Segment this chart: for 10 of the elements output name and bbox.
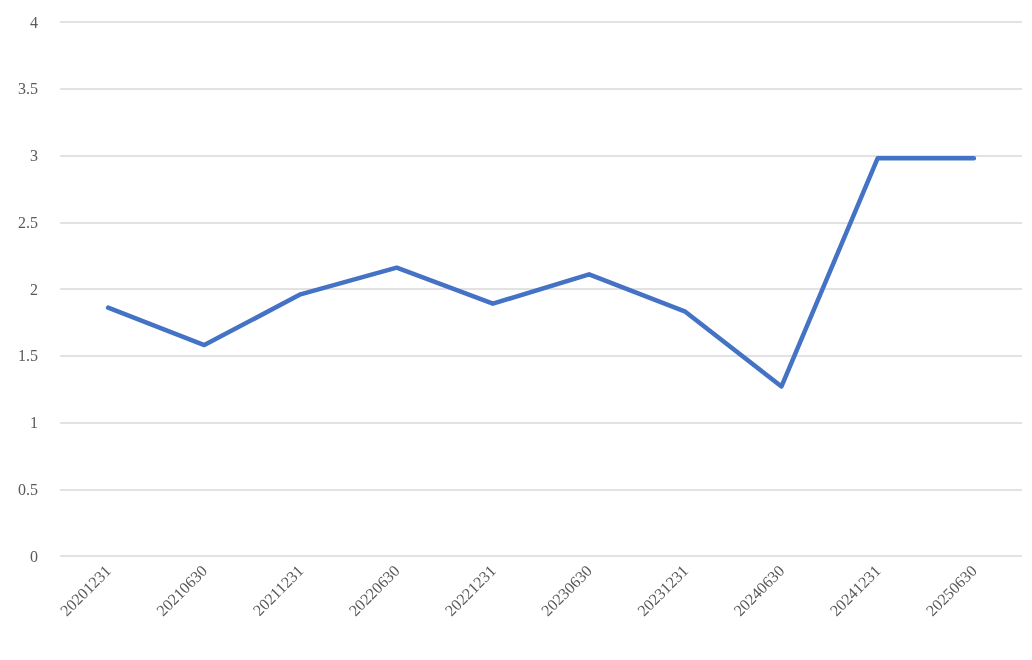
y-tick-label: 2.5 xyxy=(18,213,38,231)
y-tick-label: 3 xyxy=(30,147,38,164)
line-series xyxy=(105,155,977,389)
y-tick-label: 1 xyxy=(30,414,38,431)
y-tick-label: 0.5 xyxy=(18,480,38,498)
y-tick-label: 4 xyxy=(30,13,38,31)
y-tick-label: 2 xyxy=(30,280,38,298)
y-tick-label: 1.5 xyxy=(18,347,38,365)
y-tick-label: 3.5 xyxy=(18,80,38,98)
y-tick-label: 0 xyxy=(30,547,38,565)
